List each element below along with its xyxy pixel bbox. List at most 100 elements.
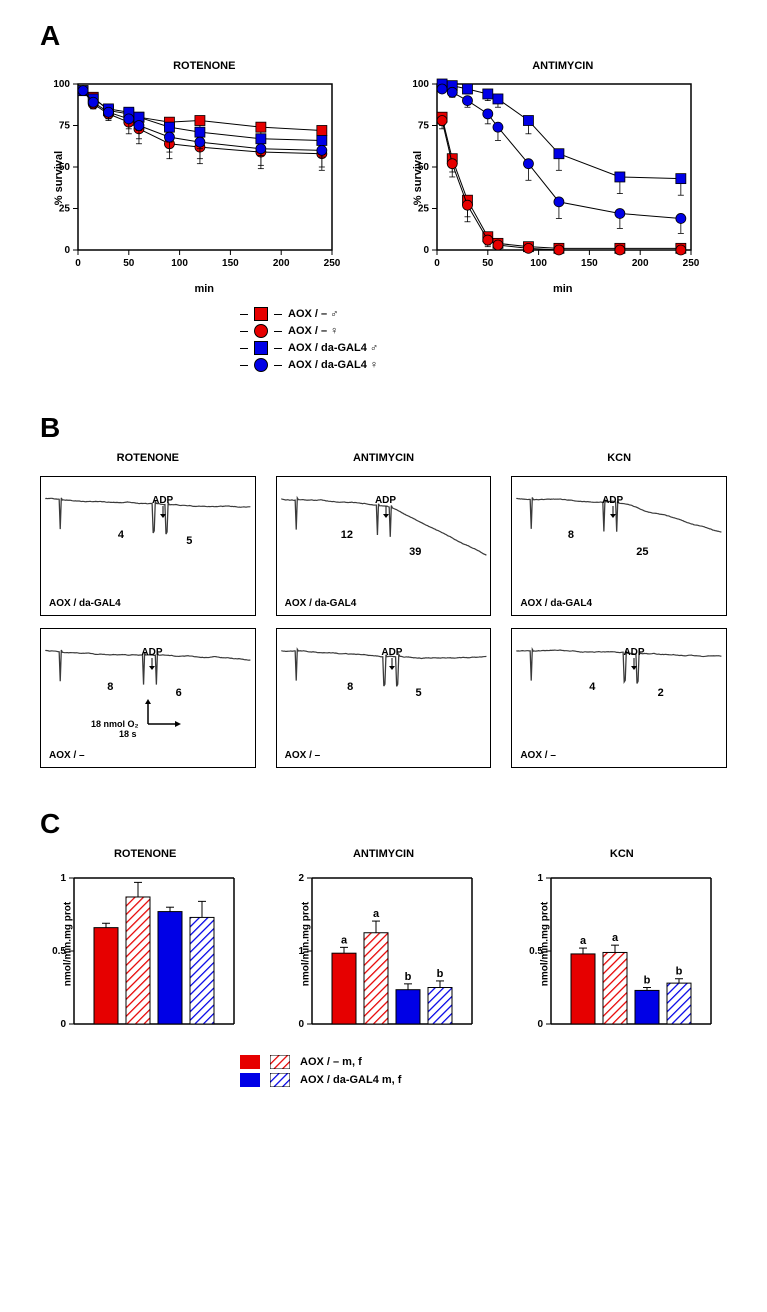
adp-label: ADP [152, 495, 173, 506]
svg-text:0: 0 [299, 1019, 305, 1030]
rate-pre: 8 [568, 529, 574, 541]
chart-title: ROTENONE [40, 60, 369, 72]
svg-text:b: b [437, 968, 444, 980]
legend-label: AOX / – ♂ [288, 308, 338, 320]
svg-text:100: 100 [53, 79, 70, 90]
rate-pre: 8 [107, 681, 113, 693]
genotype-label: AOX / da-GAL4 [520, 598, 592, 609]
chart-title: ANTIMYCIN [399, 60, 728, 72]
trace-title: KCN [511, 452, 727, 464]
svg-text:1: 1 [537, 873, 543, 884]
panel-b-label: B [40, 412, 727, 444]
legend-item: AOX / – m, f [240, 1055, 727, 1069]
legend-label: AOX / – ♀ [288, 325, 338, 337]
rate-post: 5 [416, 687, 422, 699]
survival-chart-rotenone: 0501001502002500255075100 [40, 76, 340, 276]
svg-text:b: b [405, 971, 412, 983]
scale-bar: 18 nmol O₂18 s [91, 699, 183, 739]
svg-text:250: 250 [324, 258, 340, 269]
legend-item: AOX / da-GAL4 ♀ [240, 358, 727, 372]
svg-text:200: 200 [273, 258, 290, 269]
oxygen-trace: ADP 12 39 AOX / da-GAL4 [276, 476, 492, 616]
oxygen-trace: ADP 8 6 AOX / – 18 nmol O₂18 s [40, 628, 256, 768]
panel-c-legend: AOX / – m, f AOX / da-GAL4 m, f [240, 1055, 727, 1087]
svg-text:150: 150 [222, 258, 239, 269]
bar-chart: ROTENONEnmol/min.mg prot00.51 [40, 848, 250, 1039]
genotype-label: AOX / da-GAL4 [285, 598, 357, 609]
svg-text:a: a [341, 934, 348, 946]
svg-text:0: 0 [537, 1019, 543, 1030]
adp-label: ADP [375, 495, 396, 506]
svg-text:0: 0 [64, 245, 70, 256]
svg-text:150: 150 [581, 258, 598, 269]
adp-label: ADP [602, 495, 623, 506]
panel-b-grid: ROTENONEANTIMYCINKCNADP45AOX / da-GAL4AD… [40, 452, 727, 768]
adp-label: ADP [141, 647, 162, 658]
swatch-hatch [270, 1055, 290, 1069]
svg-text:0: 0 [60, 1019, 66, 1030]
svg-text:100: 100 [171, 258, 188, 269]
svg-text:a: a [373, 908, 380, 920]
panel-a: A ROTENONE % survival 050100150200250025… [40, 20, 727, 372]
rate-post: 2 [658, 687, 664, 699]
svg-text:75: 75 [417, 121, 429, 132]
panel-c: C ROTENONEnmol/min.mg prot00.51ANTIMYCIN… [40, 808, 727, 1087]
y-axis-label: nmol/min.mg prot [539, 901, 550, 985]
survival-chart-antimycin: 0501001502002500255075100 [399, 76, 699, 276]
svg-text:50: 50 [123, 258, 135, 269]
bar-chart-title: KCN [517, 848, 727, 860]
svg-text:100: 100 [530, 258, 547, 269]
svg-text:b: b [675, 966, 682, 978]
oxygen-trace: ADP 4 2 AOX / – [511, 628, 727, 768]
panel-b: B ROTENONE ANTIMYCIN KCN ADP 4 5 AOX / da-GAL4… [40, 412, 727, 768]
svg-text:75: 75 [59, 121, 71, 132]
swatch-solid [240, 1073, 260, 1087]
swatch-hatch [270, 1073, 290, 1087]
y-axis-label: nmol/min.mg prot [301, 901, 312, 985]
genotype-label: AOX / – [49, 750, 85, 761]
rate-pre: 8 [347, 681, 353, 693]
trace-title: ROTENONE [40, 452, 256, 464]
panel-c-label: C [40, 808, 727, 840]
legend-label: AOX / da-GAL4 ♀ [288, 359, 378, 371]
svg-text:b: b [643, 975, 650, 987]
genotype-label: AOX / – [285, 750, 321, 761]
panel-c-charts: ROTENONEnmol/min.mg prot00.51ANTIMYCINnm… [40, 848, 727, 1039]
legend-item: AOX / – ♀ [240, 324, 727, 338]
svg-text:50: 50 [59, 162, 71, 173]
svg-text:0: 0 [423, 245, 429, 256]
oxygen-trace: ADP85AOX / – [276, 628, 492, 768]
trace-title: ANTIMYCIN [276, 452, 492, 464]
svg-text:250: 250 [682, 258, 698, 269]
rate-post: 39 [409, 546, 421, 558]
svg-text:1: 1 [60, 873, 66, 884]
y-axis-label: nmol/min.mg prot [63, 901, 74, 985]
svg-text:a: a [612, 932, 619, 944]
adp-label: ADP [623, 647, 644, 658]
rate-pre: 12 [341, 529, 353, 541]
svg-text:100: 100 [412, 79, 429, 90]
rate-post: 6 [176, 687, 182, 699]
rate-pre: 4 [118, 529, 124, 541]
genotype-label: AOX / – [520, 750, 556, 761]
legend-label: AOX / da-GAL4 ♂ [288, 342, 378, 354]
legend-item: AOX / da-GAL4 m, f [240, 1073, 727, 1087]
svg-text:200: 200 [631, 258, 648, 269]
swatch-solid [240, 1055, 260, 1069]
x-axis-label: min [40, 283, 369, 295]
bar-chart: KCNnmol/min.mg prot00.51aabb [517, 848, 727, 1039]
genotype-label: AOX / da-GAL4 [49, 598, 121, 609]
svg-text:50: 50 [417, 162, 429, 173]
svg-text:25: 25 [59, 204, 71, 215]
bar-chart: ANTIMYCINnmol/min.mg prot012aabb [278, 848, 488, 1039]
chart-antimycin: ANTIMYCIN % survival 0501001502002500255… [399, 60, 728, 295]
legend-label: AOX / da-GAL4 m, f [300, 1074, 401, 1086]
svg-text:a: a [580, 935, 587, 947]
legend-item: AOX / – ♂ [240, 307, 727, 321]
svg-text:50: 50 [482, 258, 494, 269]
rate-pre: 4 [589, 681, 595, 693]
rate-post: 5 [186, 535, 192, 547]
oxygen-trace: ADP 4 5 AOX / da-GAL4 [40, 476, 256, 616]
legend-item: AOX / da-GAL4 ♂ [240, 341, 727, 355]
panel-a-label: A [40, 20, 727, 52]
